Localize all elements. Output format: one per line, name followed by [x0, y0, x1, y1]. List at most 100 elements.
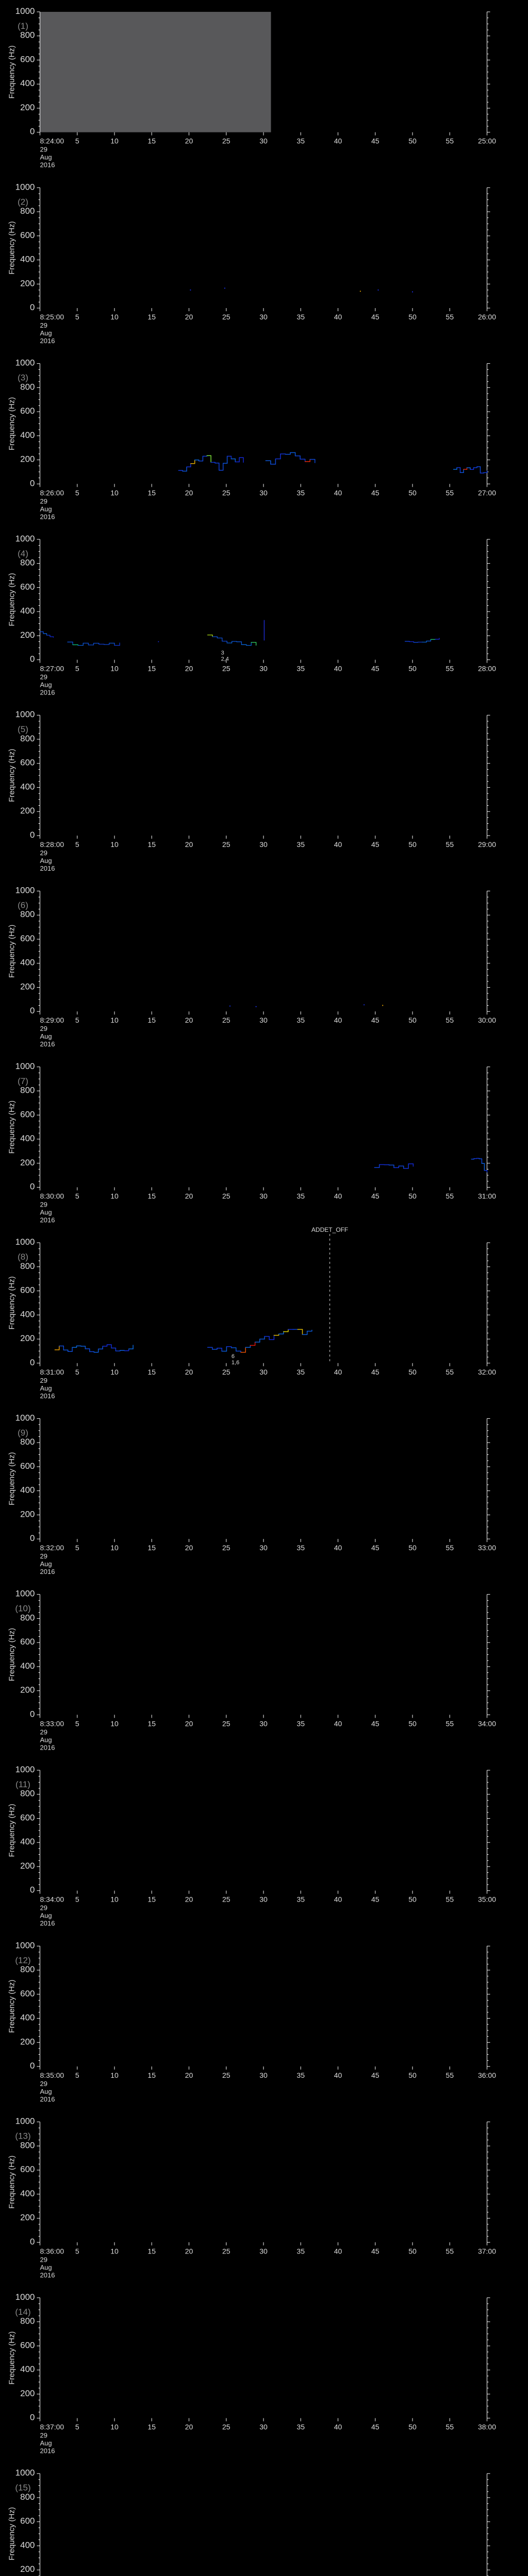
svg-text:0: 0 — [30, 830, 35, 840]
svg-text:10: 10 — [110, 137, 119, 145]
svg-text:8:26:00: 8:26:00 — [40, 488, 64, 497]
svg-text:0: 0 — [30, 127, 35, 137]
svg-text:(2): (2) — [18, 197, 28, 207]
svg-text:30: 30 — [259, 665, 268, 673]
svg-text:50: 50 — [408, 488, 417, 497]
svg-text:50: 50 — [408, 1192, 417, 1200]
svg-text:(5): (5) — [18, 724, 28, 734]
svg-text:20: 20 — [185, 1719, 193, 1727]
svg-text:5: 5 — [75, 1544, 79, 1552]
svg-text:30: 30 — [259, 2247, 268, 2255]
svg-text:29: 29 — [40, 1904, 47, 1912]
svg-text:1000: 1000 — [15, 1940, 35, 1950]
svg-text:35: 35 — [296, 488, 305, 497]
svg-text:31:00: 31:00 — [478, 1192, 496, 1200]
svg-text:35: 35 — [296, 137, 305, 145]
svg-text:Frequency (Hz): Frequency (Hz) — [8, 397, 16, 450]
svg-text:3: 3 — [221, 650, 224, 656]
svg-text:Aug: Aug — [40, 505, 52, 513]
svg-text:Aug: Aug — [40, 857, 52, 865]
svg-text:20: 20 — [185, 2071, 193, 2079]
svg-text:55: 55 — [446, 665, 454, 673]
svg-text:600: 600 — [20, 582, 35, 591]
svg-text:20: 20 — [185, 488, 193, 497]
svg-text:2016: 2016 — [40, 2095, 55, 2103]
svg-text:600: 600 — [20, 55, 35, 64]
svg-text:800: 800 — [20, 1964, 35, 1974]
svg-text:200: 200 — [20, 1509, 35, 1519]
svg-text:15: 15 — [147, 1895, 156, 1904]
svg-text:(9): (9) — [18, 1428, 28, 1437]
svg-text:40: 40 — [334, 1895, 342, 1904]
svg-text:40: 40 — [334, 840, 342, 849]
svg-text:30: 30 — [259, 1544, 268, 1552]
svg-text:0: 0 — [30, 1182, 35, 1192]
svg-text:0: 0 — [30, 2413, 35, 2422]
svg-text:27:00: 27:00 — [478, 488, 496, 497]
svg-text:(13): (13) — [15, 2131, 30, 2141]
svg-text:25: 25 — [222, 665, 230, 673]
svg-text:2,4: 2,4 — [221, 656, 229, 663]
svg-text:Frequency (Hz): Frequency (Hz) — [8, 2156, 16, 2209]
svg-text:40: 40 — [334, 2071, 342, 2079]
svg-text:5: 5 — [75, 2423, 79, 2431]
svg-text:45: 45 — [371, 2247, 380, 2255]
svg-text:10: 10 — [110, 2247, 119, 2255]
svg-text:2016: 2016 — [40, 1743, 55, 1751]
svg-text:800: 800 — [20, 2492, 35, 2502]
svg-text:50: 50 — [408, 1895, 417, 1904]
svg-text:40: 40 — [334, 665, 342, 673]
svg-text:25: 25 — [222, 840, 230, 849]
svg-text:800: 800 — [20, 2316, 35, 2326]
svg-text:800: 800 — [20, 30, 35, 40]
svg-text:0: 0 — [30, 2236, 35, 2246]
svg-text:400: 400 — [20, 1309, 35, 1319]
svg-text:29: 29 — [40, 1552, 47, 1560]
svg-text:0: 0 — [30, 654, 35, 664]
svg-text:20: 20 — [185, 1895, 193, 1904]
svg-text:Frequency (Hz): Frequency (Hz) — [8, 221, 16, 274]
svg-text:35: 35 — [296, 2247, 305, 2255]
svg-text:5: 5 — [75, 313, 79, 321]
svg-text:29: 29 — [40, 673, 47, 681]
svg-text:200: 200 — [20, 2213, 35, 2223]
svg-text:29:00: 29:00 — [478, 840, 496, 849]
svg-text:55: 55 — [446, 137, 454, 145]
svg-text:200: 200 — [20, 2037, 35, 2046]
svg-text:1000: 1000 — [15, 709, 35, 719]
svg-text:(4): (4) — [18, 549, 28, 558]
svg-text:26:00: 26:00 — [478, 313, 496, 321]
svg-text:40: 40 — [334, 137, 342, 145]
svg-text:8:37:00: 8:37:00 — [40, 2423, 64, 2431]
svg-text:35: 35 — [296, 1544, 305, 1552]
svg-text:29: 29 — [40, 2256, 47, 2263]
svg-text:1000: 1000 — [15, 1765, 35, 1774]
svg-text:15: 15 — [147, 1544, 156, 1552]
svg-text:1000: 1000 — [15, 2116, 35, 2126]
svg-text:10: 10 — [110, 1719, 119, 1727]
svg-text:25: 25 — [222, 313, 230, 321]
svg-text:0: 0 — [30, 1709, 35, 1719]
svg-text:1000: 1000 — [15, 886, 35, 895]
svg-text:2016: 2016 — [40, 161, 55, 169]
svg-text:400: 400 — [20, 255, 35, 264]
svg-text:(10): (10) — [15, 1604, 30, 1614]
svg-text:15: 15 — [147, 1016, 156, 1024]
svg-text:35: 35 — [296, 1895, 305, 1904]
svg-text:400: 400 — [20, 430, 35, 440]
svg-text:2016: 2016 — [40, 337, 55, 345]
svg-text:2016: 2016 — [40, 1216, 55, 1224]
svg-text:600: 600 — [20, 1989, 35, 1998]
svg-text:10: 10 — [110, 665, 119, 673]
svg-text:20: 20 — [185, 2423, 193, 2431]
svg-text:5: 5 — [75, 2071, 79, 2079]
svg-text:30: 30 — [259, 2423, 268, 2431]
svg-text:55: 55 — [446, 840, 454, 849]
svg-text:28:00: 28:00 — [478, 665, 496, 673]
svg-text:5: 5 — [75, 137, 79, 145]
svg-text:Aug: Aug — [40, 2263, 52, 2271]
svg-text:35: 35 — [296, 1016, 305, 1024]
svg-text:600: 600 — [20, 1637, 35, 1647]
svg-text:15: 15 — [147, 2423, 156, 2431]
svg-text:29: 29 — [40, 2080, 47, 2088]
